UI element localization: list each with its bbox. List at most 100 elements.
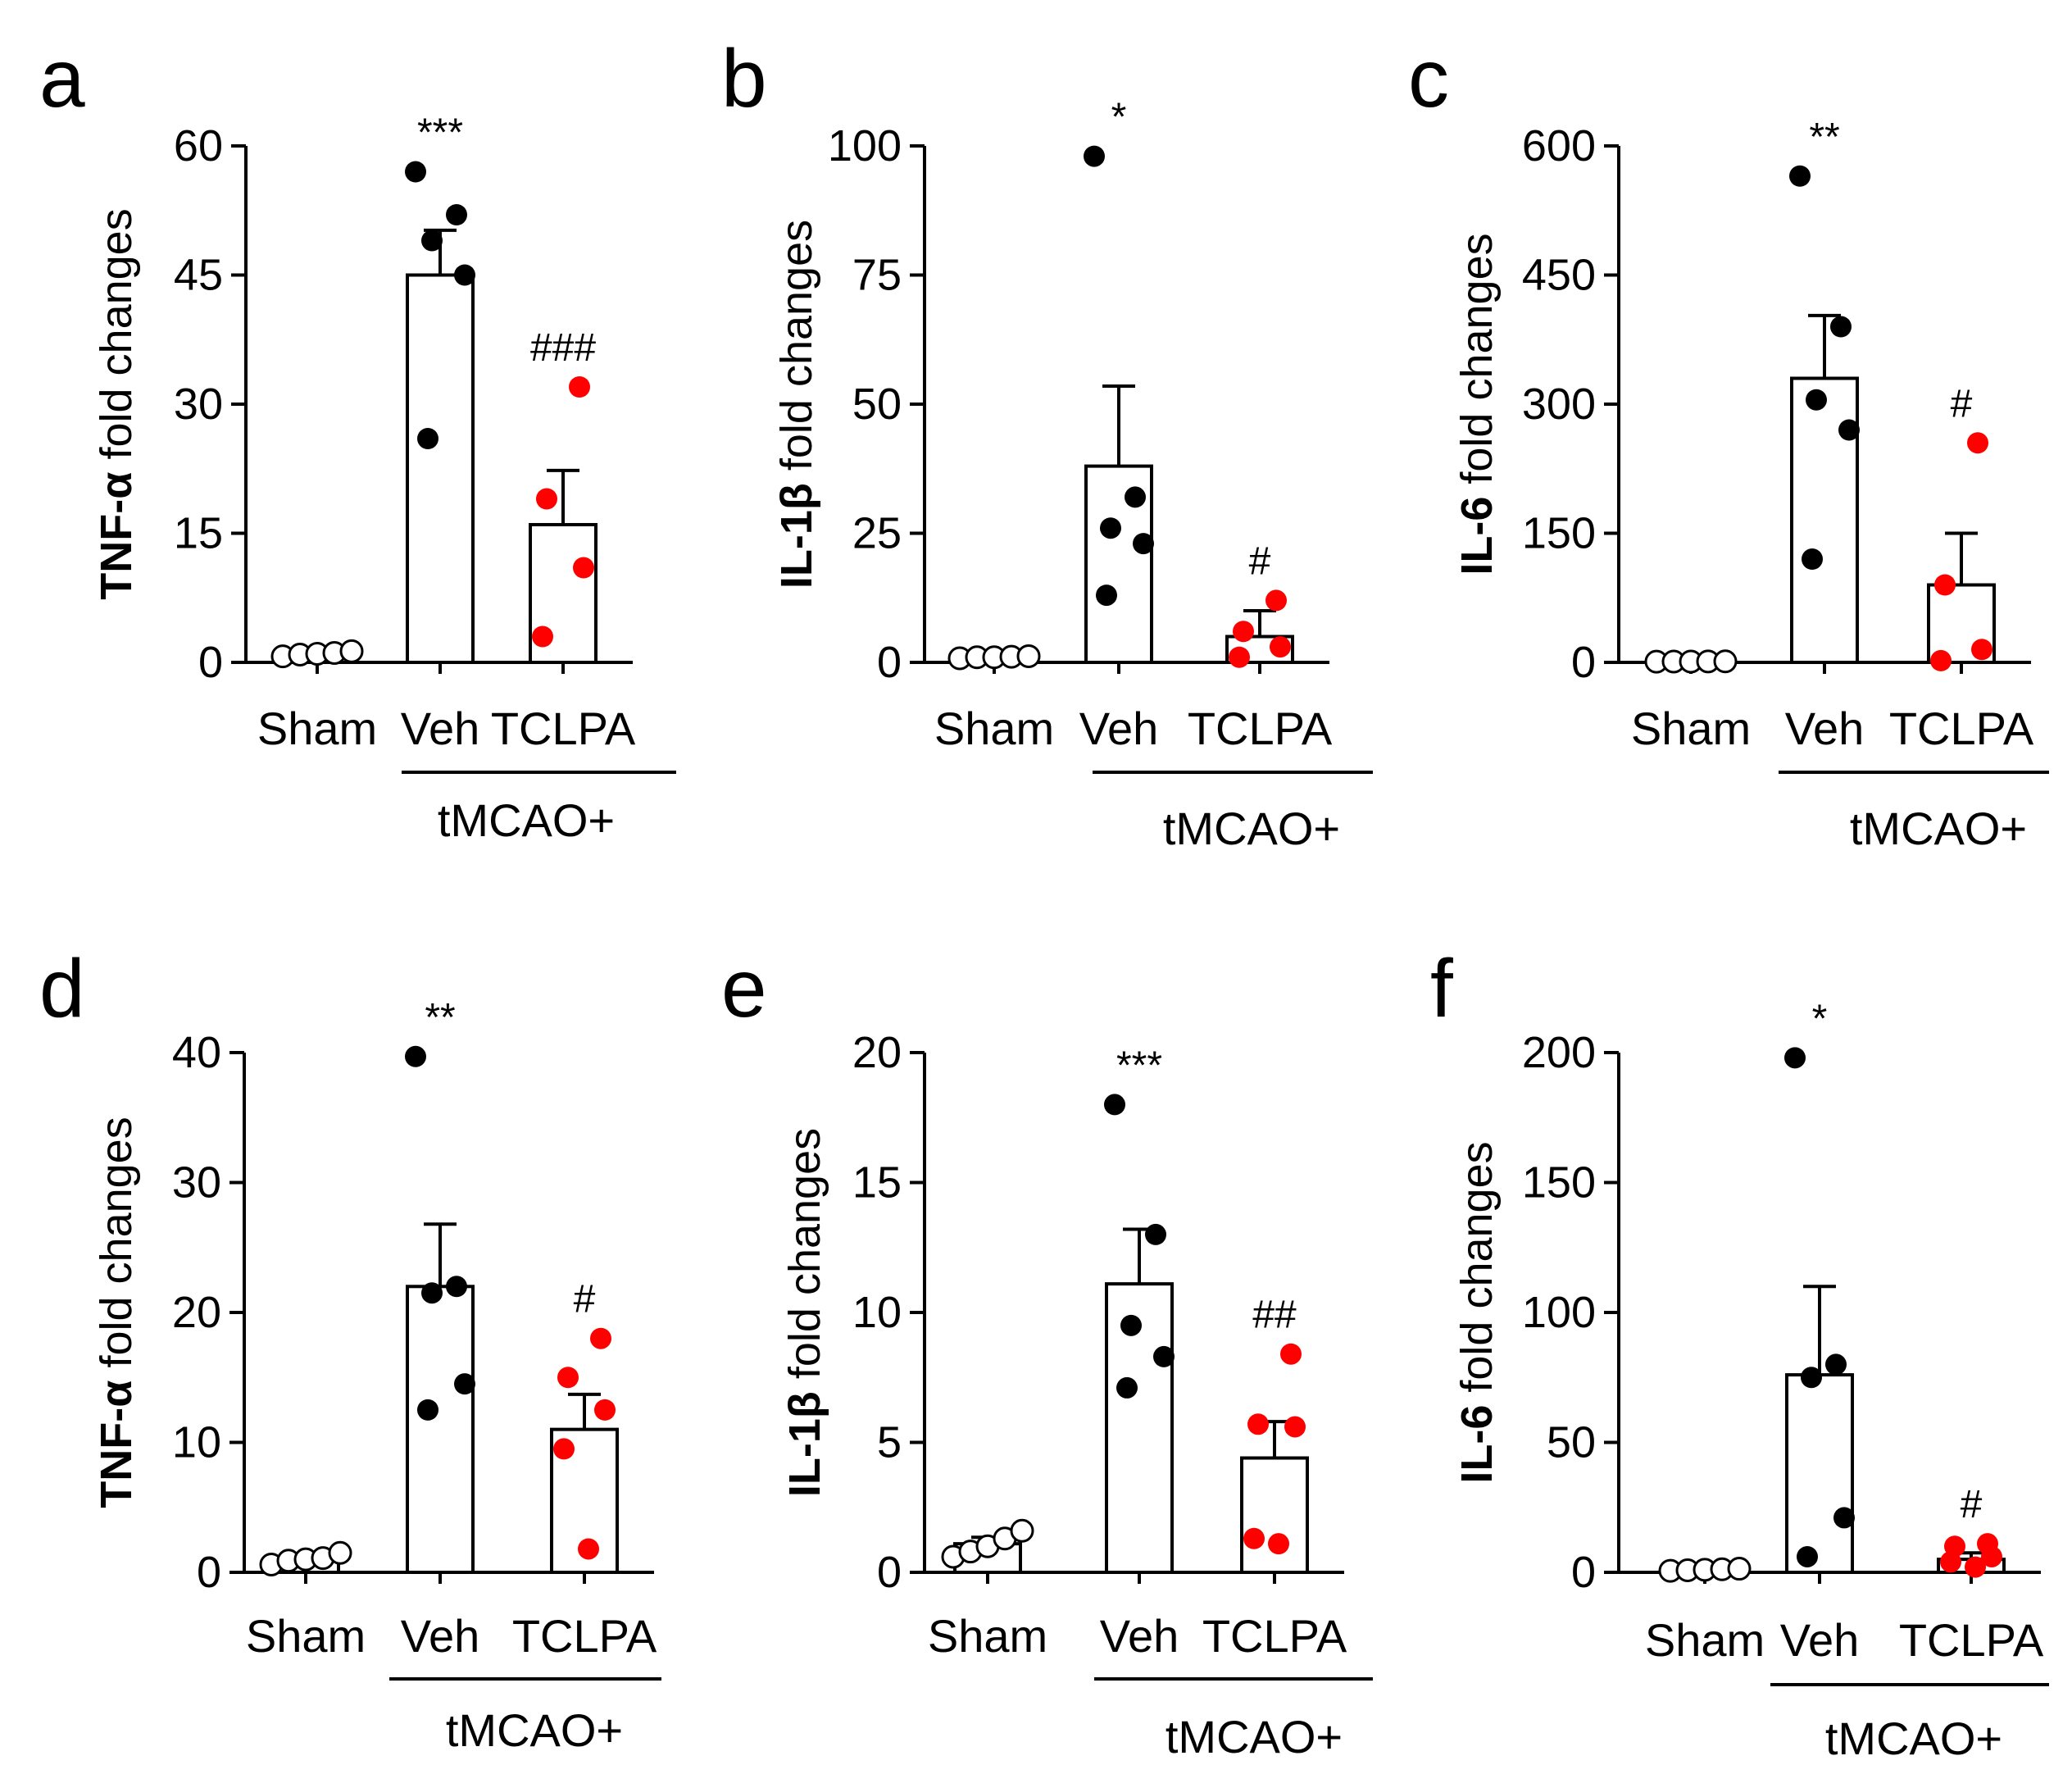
- category-label: Veh: [1100, 1610, 1179, 1662]
- panel-a: a TNF-α fold changes 0 15 30 45 60 Sham Veh *** TC…: [39, 33, 676, 846]
- y-tick-label: 40: [172, 1028, 221, 1077]
- data-point: [339, 639, 364, 663]
- y-tick-label: 15: [174, 509, 223, 558]
- y-axis-label: TNF-α fold changes: [92, 1117, 141, 1508]
- y-tick-label: 0: [877, 638, 902, 687]
- data-point: [1133, 533, 1154, 555]
- y-tick-label: 50: [852, 380, 902, 429]
- bar: [406, 1285, 475, 1575]
- data-point: [1280, 1343, 1302, 1365]
- panel-b: b IL-1β fold changes 0 25 50 75 100 Sham Veh * TCL…: [721, 33, 1373, 854]
- significance-label: **: [425, 996, 455, 1039]
- panel-letter: f: [1430, 943, 1453, 1035]
- data-point: [1084, 145, 1105, 167]
- y-tick-label: 45: [174, 251, 223, 300]
- panel-letter: d: [39, 943, 85, 1035]
- data-point: [454, 264, 475, 286]
- category-label: Sham: [928, 1610, 1047, 1662]
- data-point: [1120, 1314, 1142, 1336]
- data-point: [1784, 1047, 1806, 1069]
- y-axis-label-marker: IL-6: [1452, 1405, 1502, 1484]
- data-point: [1100, 517, 1121, 539]
- panel-e: e IL-1β fold changes 0 5 10 15 20 Sham Veh *** TCL…: [721, 943, 1373, 1763]
- category-label: Sham: [1631, 703, 1751, 754]
- data-point: [1833, 1507, 1855, 1529]
- data-point: [578, 1538, 599, 1560]
- y-tick-label: 150: [1522, 1158, 1596, 1208]
- panel-letter: c: [1408, 33, 1449, 125]
- y-axis-label-text: fold changes: [1452, 233, 1502, 496]
- data-point: [590, 1327, 611, 1349]
- y-axis-label: IL-1β fold changes: [772, 220, 821, 589]
- y-axis-label-marker: IL-1β: [772, 483, 821, 589]
- data-point: [1265, 589, 1287, 612]
- group-label: tMCAO+: [446, 1704, 623, 1756]
- significance-label: #: [1249, 539, 1271, 583]
- significance-label: ***: [417, 111, 463, 155]
- data-point: [1233, 621, 1254, 643]
- y-tick-label: 0: [1571, 638, 1596, 687]
- y-tick-label: 0: [877, 1548, 902, 1597]
- y-tick-label: 30: [172, 1158, 221, 1208]
- y-tick-label: 15: [852, 1158, 902, 1208]
- bar: [1240, 1456, 1309, 1575]
- y-axis-label-marker: IL-6: [1452, 497, 1502, 575]
- data-point: [1971, 639, 1992, 661]
- panel-letter: b: [721, 33, 767, 125]
- data-point: [1727, 1557, 1752, 1581]
- category-label: Sham: [257, 703, 377, 754]
- y-tick-label: 150: [1522, 509, 1596, 558]
- y-tick-label: 60: [174, 121, 223, 171]
- data-point: [1145, 1223, 1166, 1245]
- category-label: TCLPA: [491, 703, 636, 754]
- category-label: Veh: [1785, 703, 1865, 754]
- y-axis-label-text: fold changes: [92, 208, 141, 471]
- category-label: TCLPA: [1889, 703, 2034, 754]
- y-axis-label: TNF-α fold changes: [92, 208, 141, 599]
- data-point: [1116, 1376, 1138, 1399]
- y-axis-label: IL-6 fold changes: [1452, 233, 1502, 575]
- data-point: [1802, 548, 1823, 570]
- panel-f: f IL-6 fold changes 0 50 100 150 200 Sham Veh * TC…: [1430, 943, 2049, 1764]
- category-label: Sham: [1645, 1614, 1765, 1666]
- significance-label: **: [1809, 116, 1839, 159]
- y-tick-label: 200: [1522, 1028, 1596, 1077]
- y-tick-label: 50: [1547, 1418, 1596, 1467]
- data-point: [417, 1399, 438, 1421]
- data-point: [1243, 1527, 1265, 1549]
- category-label: Veh: [401, 1610, 480, 1662]
- data-point: [1016, 644, 1041, 668]
- data-point: [328, 1540, 352, 1565]
- group-label: tMCAO+: [438, 794, 615, 846]
- data-point: [1838, 419, 1860, 441]
- data-point: [454, 1373, 475, 1395]
- y-tick-label: 100: [1522, 1288, 1596, 1337]
- panel-letter: a: [39, 33, 85, 125]
- significance-label: #: [1961, 1483, 1983, 1526]
- data-point: [594, 1399, 616, 1421]
- data-point: [536, 488, 557, 510]
- group-label: tMCAO+: [1166, 1711, 1343, 1763]
- data-point: [1789, 165, 1811, 187]
- category-label: Veh: [401, 703, 480, 754]
- data-point: [1806, 389, 1827, 411]
- data-point: [573, 557, 594, 579]
- data-point: [446, 1276, 467, 1298]
- y-tick-label: 30: [174, 380, 223, 429]
- data-point: [1010, 1518, 1034, 1543]
- data-point: [405, 161, 426, 183]
- y-tick-label: 10: [852, 1288, 902, 1337]
- y-axis-label: IL-6 fold changes: [1452, 1141, 1502, 1483]
- data-point: [1096, 585, 1117, 607]
- panel-letter: e: [721, 943, 767, 1035]
- data-point: [1967, 432, 1988, 454]
- y-tick-label: 300: [1522, 380, 1596, 429]
- category-label: TCLPA: [1899, 1614, 2044, 1666]
- category-label: TCLPA: [512, 1610, 657, 1662]
- bar: [1785, 1373, 1854, 1574]
- significance-label: ###: [530, 326, 596, 370]
- y-axis-label: IL-1β fold changes: [780, 1128, 829, 1497]
- data-point: [446, 204, 467, 225]
- category-label: Veh: [1780, 1614, 1860, 1666]
- data-point: [1797, 1545, 1818, 1567]
